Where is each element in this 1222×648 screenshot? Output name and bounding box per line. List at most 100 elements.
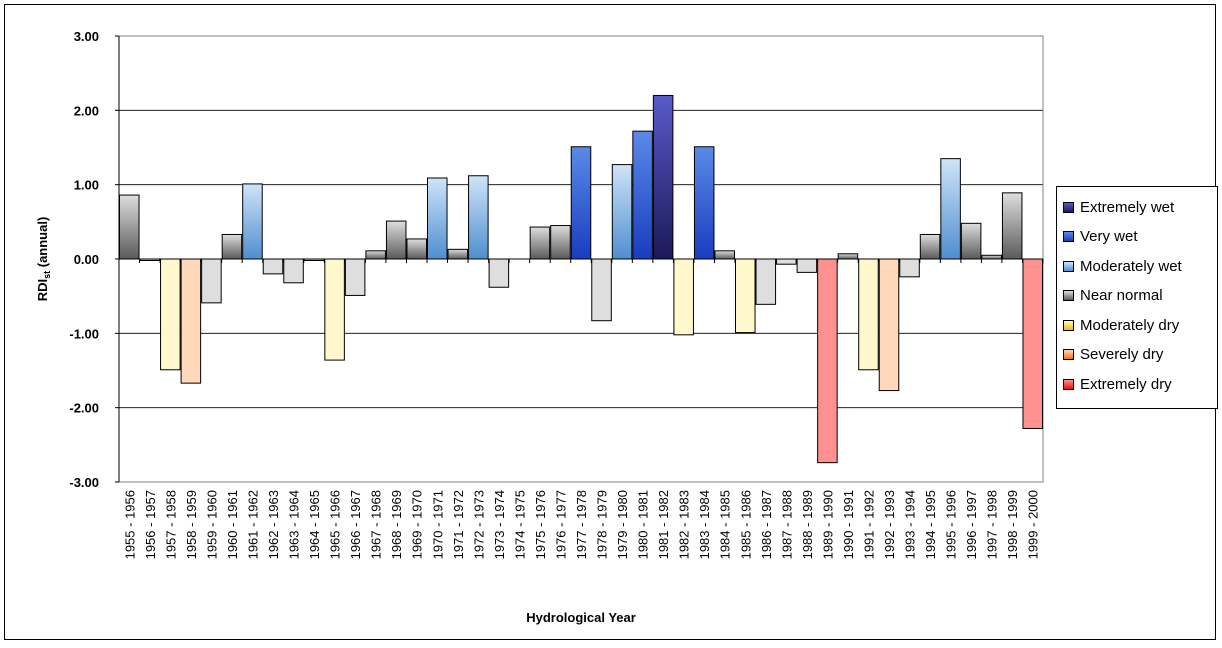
bar	[796, 258, 818, 273]
y-tick-label: 1.00	[74, 178, 99, 193]
x-tick-label: 1989 - 1990	[820, 490, 835, 559]
x-tick-label: 1981 - 1982	[656, 490, 671, 559]
x-axis-title: Hydrological Year	[526, 610, 636, 625]
legend-label: Moderately wet	[1080, 257, 1182, 275]
x-tick-label: 1984 - 1985	[718, 490, 733, 559]
bar	[344, 258, 366, 296]
legend-label: Severely dry	[1080, 346, 1164, 363]
bar	[365, 250, 386, 260]
x-tick-label: 1992 - 1993	[882, 490, 897, 559]
x-tick-label: 1972 - 1973	[471, 490, 486, 559]
legend-item: Moderately dry	[1063, 315, 1179, 335]
legend-swatch	[1063, 201, 1074, 213]
legend-swatch	[1063, 349, 1074, 360]
bar	[180, 258, 202, 384]
legend-item: Extremely wet	[1063, 197, 1174, 217]
x-tick-label: 1974 - 1975	[512, 490, 527, 559]
bar	[201, 258, 222, 304]
x-axis-ticks: 1955 - 1956 1956 - 1957 1957 - 1958 1958 - …	[118, 259, 1044, 559]
legend-item: Very wet	[1063, 227, 1138, 247]
bar	[550, 225, 571, 260]
legend-item: Extremely dry	[1063, 374, 1172, 394]
legend-label: Extremely wet	[1080, 198, 1175, 216]
x-tick-label: 1971 - 1972	[451, 490, 466, 559]
bar	[283, 258, 304, 284]
x-tick-label: 1993 - 1994	[903, 490, 918, 559]
bar	[960, 222, 982, 260]
x-tick-label: 1978 - 1979	[595, 490, 610, 559]
bar	[878, 258, 900, 392]
x-tick-label: 1975 - 1976	[533, 490, 548, 559]
bar	[385, 220, 407, 260]
bar	[632, 130, 653, 260]
bar	[673, 258, 694, 336]
x-tick-label: 1988 - 1989	[800, 490, 815, 559]
x-tick-label: 1961 - 1962	[245, 490, 260, 559]
x-tick-label: 1997 - 1998	[985, 490, 1000, 559]
y-tick-label: 0.00	[74, 252, 99, 267]
bar	[776, 258, 797, 265]
x-tick-label: 1966 - 1967	[348, 490, 363, 559]
x-tick-label: 1996 - 1997	[964, 490, 979, 559]
x-tick-label: 1969 - 1970	[410, 490, 425, 559]
x-tick-label: 1983 - 1984	[697, 490, 712, 559]
x-tick-label: 1973 - 1974	[492, 490, 507, 559]
x-tick-label: 1994 - 1995	[923, 490, 938, 559]
bar	[324, 258, 345, 361]
x-tick-label: 1960 - 1961	[225, 490, 240, 559]
bar	[714, 250, 736, 260]
x-tick-label: 1964 - 1965	[307, 490, 322, 559]
x-tick-label: 1955 - 1956	[122, 490, 137, 559]
bar	[160, 258, 181, 371]
legend-swatch	[1063, 231, 1074, 242]
bar	[570, 146, 592, 260]
x-tick-label: 1967 - 1968	[369, 490, 384, 559]
bar	[406, 238, 428, 260]
y-tick-label: 3.00	[74, 29, 99, 44]
y-tick-label: 2.00	[74, 103, 99, 118]
legend-item: Moderately wet	[1063, 256, 1182, 276]
chart-legend: Extremely wet Very wet Moderately wet Near …	[1056, 186, 1218, 409]
bar	[427, 177, 448, 260]
legend-swatch	[1063, 319, 1074, 331]
legend-label: Very wet	[1080, 228, 1138, 245]
bar	[837, 253, 859, 260]
bar	[119, 194, 140, 260]
bar	[940, 158, 961, 260]
legend-swatch	[1063, 260, 1074, 272]
x-tick-label: 1998 - 1999	[1005, 490, 1020, 559]
y-tick-label: -3.00	[69, 475, 99, 490]
bar	[611, 164, 633, 260]
legend-swatch	[1063, 290, 1074, 301]
bar	[488, 258, 510, 288]
bar	[919, 233, 941, 260]
x-tick-label: 1979 - 1980	[615, 490, 630, 559]
bar	[221, 233, 243, 260]
bar	[1001, 192, 1023, 260]
y-axis-title: RDIst (annual)	[35, 217, 52, 302]
x-tick-label: 1990 - 1991	[841, 490, 856, 559]
bar	[447, 248, 469, 260]
bar	[242, 183, 263, 260]
x-tick-label: 1956 - 1957	[143, 490, 158, 559]
bar	[755, 258, 777, 305]
legend-item: Severely dry	[1063, 345, 1163, 365]
x-tick-label: 1959 - 1960	[204, 490, 219, 559]
x-tick-label: 1995 - 1996	[944, 490, 959, 559]
bar	[981, 254, 1002, 260]
x-tick-label: 1985 - 1986	[738, 490, 753, 559]
x-tick-label: 1982 - 1983	[677, 490, 692, 559]
x-tick-label: 1991 - 1992	[861, 490, 876, 559]
legend-label: Extremely dry	[1080, 375, 1172, 393]
bar	[1022, 258, 1044, 429]
bar	[529, 226, 551, 260]
x-tick-label: 1987 - 1988	[779, 490, 794, 559]
x-tick-label: 1958 - 1959	[184, 490, 199, 559]
bar	[858, 258, 879, 371]
bar	[899, 258, 920, 278]
bar	[468, 175, 489, 260]
y-tick-label: -2.00	[69, 401, 99, 416]
x-tick-label: 1999 - 2000	[1026, 490, 1041, 559]
bar	[693, 146, 715, 260]
